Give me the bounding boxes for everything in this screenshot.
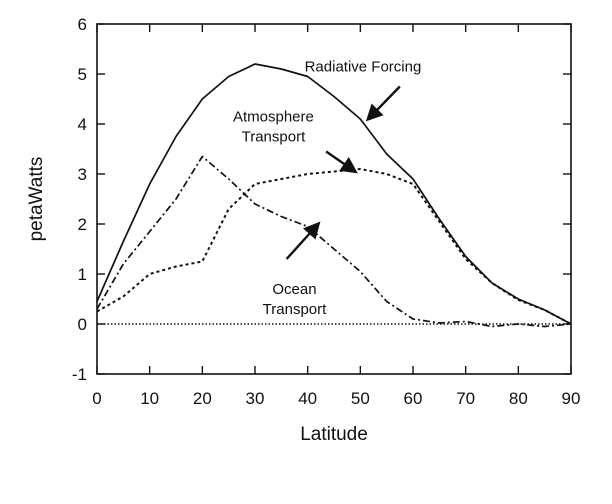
x-tick-label: 60: [404, 389, 423, 408]
x-tick-label: 70: [456, 389, 475, 408]
x-tick-label: 80: [509, 389, 528, 408]
annotation-label-atmosphere: Transport: [242, 129, 306, 146]
series-line-radiative-forcing: [96, 63, 572, 325]
y-tick-label: -1: [72, 365, 87, 384]
plot-frame: [96, 23, 572, 375]
x-tick-label: 90: [562, 389, 581, 408]
annotation-label-ocean: Transport: [263, 301, 327, 318]
annotation-arrow-ocean: [285, 221, 321, 260]
x-tick-label: 30: [246, 389, 265, 408]
y-tick-label: 4: [78, 115, 87, 134]
annotation-label-radiative: Radiative Forcing: [305, 59, 422, 76]
axis-ticks: [96, 23, 572, 375]
x-tick-label: 10: [140, 389, 159, 408]
series-line-atmosphere-transport: [96, 168, 572, 325]
annotation-label-ocean: Ocean: [272, 281, 316, 298]
y-tick-label: 6: [78, 15, 87, 34]
y-tick-label: 0: [78, 315, 87, 334]
y-tick-label: 2: [78, 215, 87, 234]
chart-series: [96, 63, 572, 328]
x-tick-label: 0: [92, 389, 101, 408]
series-line-ocean-transport: [96, 155, 572, 328]
annotation-label-atmosphere: Atmosphere: [233, 109, 314, 126]
y-tick-label: 1: [78, 265, 87, 284]
y-axis-title: petaWatts: [26, 157, 47, 242]
annotation-arrow-radiative: [365, 85, 401, 122]
chart-annotations: Radiative Forcing Atmosphere Transport Ocea…: [233, 59, 421, 319]
x-tick-label: 50: [351, 389, 370, 408]
x-tick-label: 40: [298, 389, 317, 408]
y-tick-label: 3: [78, 165, 87, 184]
y-tick-label: 5: [78, 65, 87, 84]
x-axis-title: Latitude: [300, 424, 368, 445]
annotation-arrow-atmosphere: [325, 150, 358, 174]
axis-tick-labels: 0 10 20 30 40 50 60 70 80 90 -1 0 1 2 3 4 5 6: [72, 15, 581, 408]
x-tick-label: 20: [193, 389, 212, 408]
